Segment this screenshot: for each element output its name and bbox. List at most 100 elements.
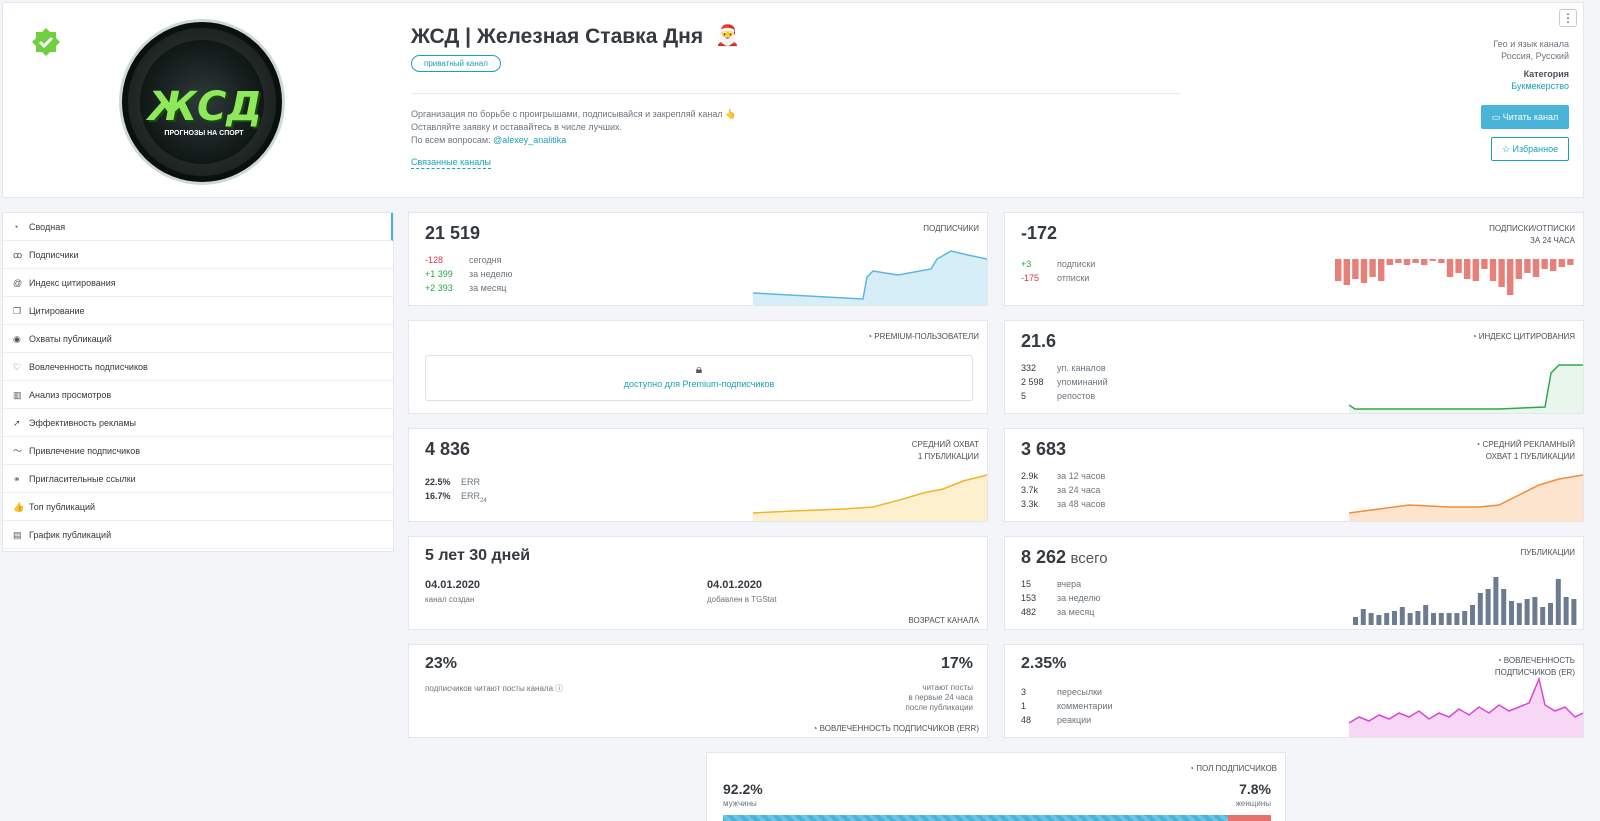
related-channels-link[interactable]: Связанные каналы: [411, 157, 491, 169]
engagement-er-card[interactable]: 2.35% ◔ ВОВЛЕЧЕННОСТЬ ПОДПИСЧИКОВ (ER) 3…: [1004, 644, 1584, 738]
posts-bar: [1501, 589, 1507, 625]
unsub-bar: [1481, 259, 1488, 269]
question-icon[interactable]: ⓘ: [555, 684, 564, 693]
sidebar-item-10[interactable]: 👍 Топ публикаций: [3, 493, 393, 521]
sidebar-item-2[interactable]: @ Индекс цитирования: [3, 269, 393, 297]
more-menu-button[interactable]: ⋮: [1559, 9, 1577, 27]
er-label-1-text: ВОВЛЕЧЕННОСТЬ: [1503, 656, 1575, 665]
citation-mentions-label: упоминаний: [1057, 377, 1108, 387]
sidebar-item-9[interactable]: ⚭ Пригласительные ссылки: [3, 465, 393, 493]
sidebar-item-label: Топ публикаций: [29, 502, 96, 512]
ad-reach-label-2: ОХВАТ 1 ПУБЛИКАЦИИ: [1485, 452, 1575, 461]
citation-index-card[interactable]: 21.6 ◔ ИНДЕКС ЦИТИРОВАНИЯ 332 уп. каналов…: [1004, 320, 1584, 414]
sidebar-item-label: Анализ просмотров: [29, 390, 112, 400]
ad-reach-value: 3 683: [1021, 439, 1067, 459]
unsub-bar: [1472, 259, 1479, 281]
posts-yesterday-label: вчера: [1057, 579, 1082, 589]
unsub-bar: [1446, 259, 1454, 277]
premium-card: ◔ PREMIUM-ПОЛЬЗОВАТЕЛИ 🔒︎ доступно для P…: [408, 320, 988, 414]
sidebar-item-1[interactable]: ꝏ Подписчики: [3, 241, 393, 269]
female-label: женщины: [1235, 799, 1271, 808]
sidebar-item-7[interactable]: ➚ Эффективность рекламы: [3, 409, 393, 437]
unsub-bar: [1550, 259, 1557, 271]
avatar-logo: ЖСД: [148, 84, 262, 130]
premium-lock-box[interactable]: 🔒︎ доступно для Premium-подписчиков: [425, 355, 973, 401]
posts-bar: [1540, 607, 1546, 625]
err-right-l1: читают посты: [922, 683, 973, 692]
info-icon: ◔: [867, 332, 875, 341]
description-line-3: По всем вопросам: @alexey_analitika: [411, 135, 566, 145]
subs-24h-label: подписки: [1057, 259, 1096, 269]
subs-today-value: -128: [425, 255, 444, 265]
sidebar-item-8[interactable]: 〜 Привлечение подписчиков: [3, 437, 393, 465]
er-sparkline: [1349, 677, 1583, 737]
subs-unsubs-label-1: ПОДПИСКИ/ОТПИСКИ: [1489, 224, 1575, 233]
unsub-bar: [1378, 259, 1385, 281]
sidebar-item-5[interactable]: ♡ Вовлеченность подписчиков: [3, 353, 393, 381]
female-share-bar: [1228, 815, 1271, 821]
category-label: Категория: [1523, 69, 1569, 79]
sidebar-item-icon: ꝏ: [13, 250, 23, 260]
sidebar-item-6[interactable]: ▥ Анализ просмотров: [3, 381, 393, 409]
sidebar-item-icon: ❐: [13, 306, 22, 316]
subs-week-value: +1 399: [425, 269, 453, 279]
sidebar-item-11[interactable]: ▤ График публикаций: [3, 521, 393, 549]
category-link[interactable]: Букмекерство: [1511, 81, 1569, 91]
sidebar-item-icon: @: [13, 278, 23, 288]
reach-sparkline: [753, 474, 987, 521]
avg-reach-card[interactable]: 4 836 СРЕДНИЙ ОХВАТ 1 ПУБЛИКАЦИИ 22.5% ER…: [408, 428, 988, 522]
info-icon: ◔: [812, 724, 820, 733]
info-icon: ◔: [1475, 440, 1483, 449]
citation-mentions-value: 2 598: [1021, 377, 1044, 387]
err-value: 22.5%: [425, 477, 451, 487]
favorite-button[interactable]: ☆ Избранное: [1491, 137, 1569, 161]
er-forwards-label: пересылки: [1057, 687, 1103, 697]
unsub-bar: [1343, 259, 1350, 285]
favorite-label: Избранное: [1512, 144, 1559, 154]
posts-bar: [1548, 603, 1553, 625]
ad-reach-12h-label: за 12 часов: [1057, 471, 1106, 481]
female-value: 7.8%: [1239, 781, 1271, 797]
posts-month-label: за месяц: [1057, 607, 1095, 617]
sidebar-item-label: Сводная: [29, 222, 66, 232]
posts-card[interactable]: 8 262 всего ПУБЛИКАЦИИ 15 вчера 153 за нед…: [1004, 536, 1584, 630]
sidebar-item-label: Эффективность рекламы: [29, 418, 137, 428]
engagement-err-card[interactable]: 23% подписчиков читают посты канала ⓘ 17…: [408, 644, 988, 738]
gender-card[interactable]: ◔ ПОЛ ПОДПИСЧИКОВ 92.2% мужчины 7.8% жен…: [706, 752, 1286, 821]
private-channel-badge: приватный канал: [411, 55, 501, 72]
sidebar-item-4[interactable]: ◉ Охваты публикаций: [3, 325, 393, 353]
posts-bar: [1462, 611, 1468, 625]
premium-label: ◔ PREMIUM-ПОЛЬЗОВАТЕЛИ: [867, 331, 979, 343]
citation-sparkline: [1349, 364, 1583, 413]
sidebar-item-icon: ➚: [13, 418, 21, 428]
er-comments-value: 1: [1021, 701, 1027, 711]
subs-unsubs-card[interactable]: -172 ПОДПИСКИ/ОТПИСКИ ЗА 24 ЧАСА +3 подпи…: [1004, 212, 1584, 306]
sidebar-item-label: Индекс цитирования: [29, 278, 116, 288]
read-channel-button[interactable]: ▭ Читать канал: [1481, 105, 1569, 129]
unsub-bar: [1498, 259, 1505, 287]
err-card-label-text: ВОВЛЕЧЕННОСТЬ ПОДПИСЧИКОВ (ERR): [819, 724, 979, 733]
sidebar-item-icon: ▥: [13, 390, 22, 400]
subscribers-value: 21 519: [425, 223, 481, 243]
gender-label-text: ПОЛ ПОДПИСЧИКОВ: [1196, 764, 1277, 773]
added-label: добавлен в TGStat: [707, 595, 777, 604]
premium-lock-text[interactable]: доступно для Premium-подписчиков: [623, 379, 775, 389]
posts-bar: [1353, 617, 1358, 625]
ad-reach-card[interactable]: 3 683 ◔ СРЕДНИЙ РЕКЛАМНЫЙ ОХВАТ 1 ПУБЛИК…: [1004, 428, 1584, 522]
posts-bar: [1509, 601, 1514, 625]
err24-label: ERR24: [461, 491, 487, 504]
subscribers-card[interactable]: 21 519 ПОДПИСЧИКИ -128 сегодня +1 399 за н…: [408, 212, 988, 306]
sidebar-nav: ◔ Сводная ꝏ Подписчики @ Индекс цитирования ❐ Ц…: [2, 212, 394, 552]
sidebar-item-icon: ♡: [13, 362, 22, 372]
ad-reach-24h-label: за 24 часа: [1057, 485, 1101, 495]
sidebar-item-3[interactable]: ❐ Цитирование: [3, 297, 393, 325]
read-channel-label: Читать канал: [1502, 112, 1559, 122]
unsub-bar: [1335, 259, 1342, 281]
sidebar-item-icon: ▤: [13, 530, 22, 540]
posts-bar: [1571, 599, 1577, 625]
posts-value-group: 8 262 всего: [1021, 547, 1108, 568]
contact-link[interactable]: @alexey_analitika: [493, 135, 567, 145]
subs-24h-value: +3: [1021, 259, 1032, 269]
sidebar-item-0[interactable]: ◔ Сводная: [3, 213, 393, 241]
citation-label-text: ИНДЕКС ЦИТИРОВАНИЯ: [1478, 332, 1575, 341]
